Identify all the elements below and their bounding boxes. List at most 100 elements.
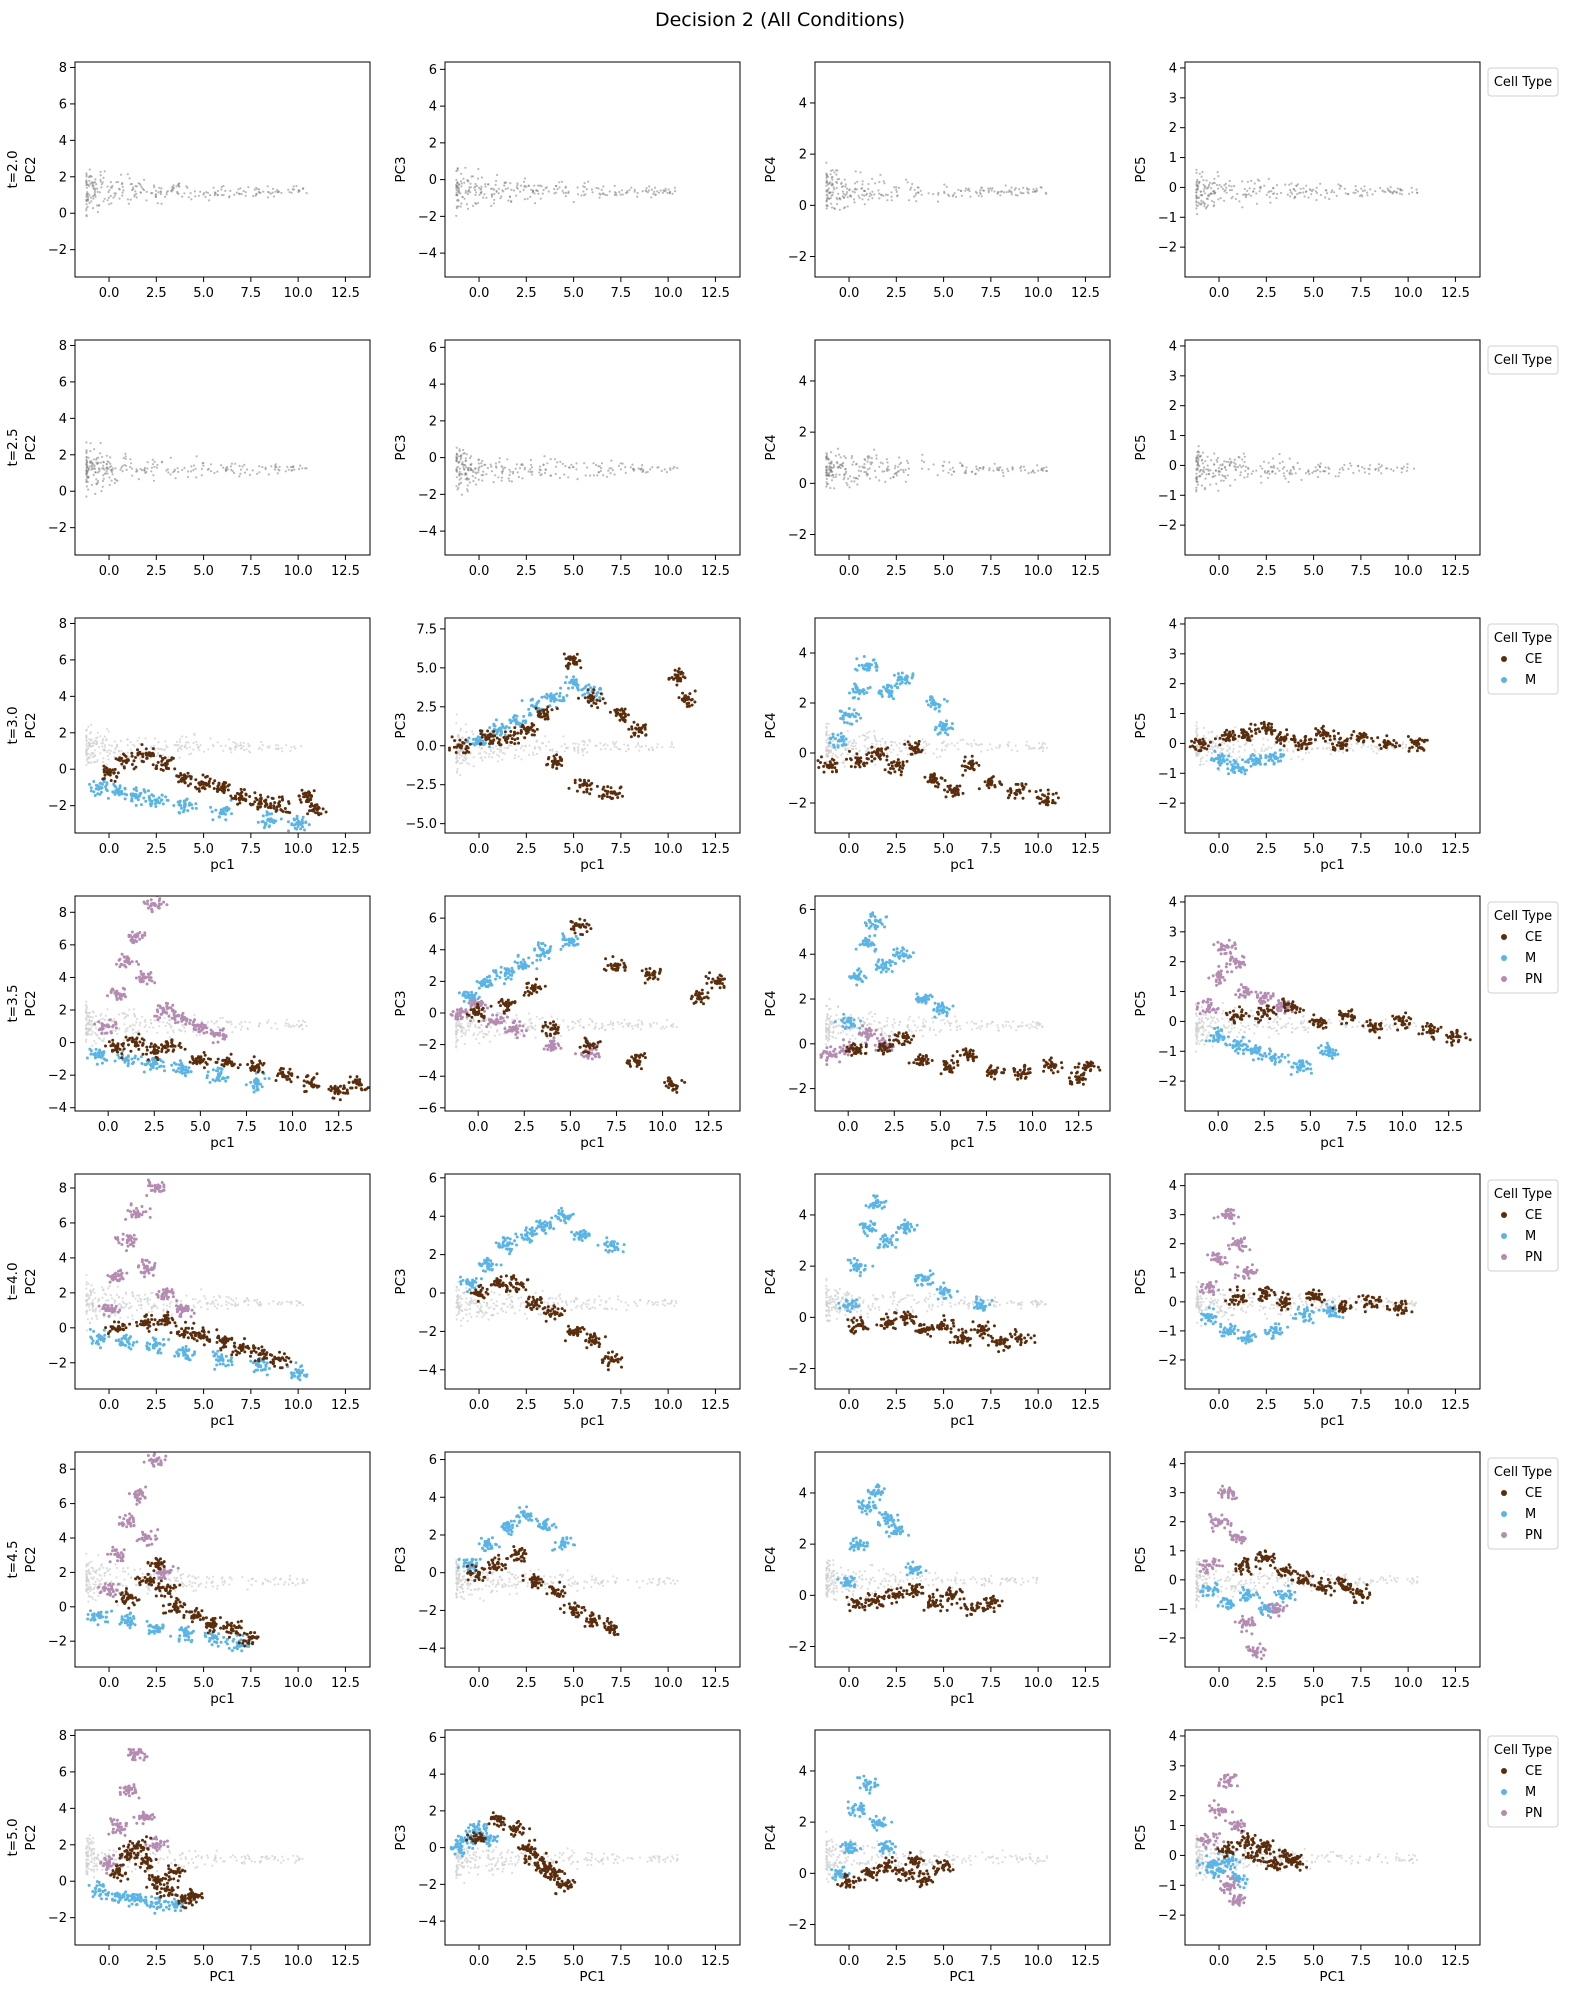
background-point [1305,190,1308,193]
background-point [287,468,290,471]
background-point [580,194,583,197]
background-point [510,200,513,204]
point-CE [685,697,689,700]
background-point [868,467,871,470]
background-point [1222,475,1225,478]
background-point [456,771,459,774]
point-CE [618,791,622,795]
x-tick-label: 12.5 [1071,842,1100,857]
background-point [613,473,616,476]
axes-frame [74,617,371,834]
background-point [826,190,829,193]
point-CE [498,743,502,747]
background-point [455,760,459,763]
background-point [130,467,134,470]
background-point [906,181,909,184]
background-point [139,758,142,761]
background-point [847,477,850,480]
background-point [563,750,566,753]
scatter-points [448,652,697,801]
point-CE [933,779,937,783]
point-CE [170,756,174,760]
background-point [240,192,243,196]
background-point [633,190,636,193]
point-M [854,683,858,687]
background-point [1211,475,1214,479]
background-point [825,179,828,182]
background-point [884,741,887,744]
background-point [85,215,88,218]
point-CE [488,742,492,746]
background-point [1225,460,1228,463]
background-point [102,474,105,477]
background-point [1224,182,1227,185]
point-CE [896,763,900,767]
background-point [455,205,458,208]
background-point [990,748,993,751]
background-point [998,746,1001,749]
background-point [920,193,923,196]
background-point [626,190,629,193]
point-CE [573,656,577,660]
background-point [652,192,655,196]
background-point [1195,201,1198,204]
background-point [180,748,183,751]
background-point [586,744,589,747]
background-point [1203,192,1206,195]
background-point [91,745,94,748]
background-point [1001,469,1004,472]
background-point [137,182,140,185]
point-CE [901,766,904,770]
point-CE [151,763,155,767]
background-point [199,190,202,193]
background-point [167,756,170,759]
point-M [841,715,845,719]
point-CE [643,727,647,731]
background-point [656,466,659,469]
background-point [526,197,529,200]
background-point [827,187,830,190]
background-point [93,755,96,758]
background-point [92,467,95,470]
background-point [895,471,898,475]
background-point [1202,466,1206,469]
background-point [1003,191,1006,194]
background-point [185,747,189,750]
background-point [466,467,469,470]
background-point [1307,196,1310,199]
point-CE [138,752,142,756]
background-point [85,480,88,483]
background-point [563,743,566,746]
y-tick-label: −4 [418,247,437,262]
point-CE [578,783,582,787]
background-point [165,469,168,472]
background-point [865,192,869,195]
background-point [827,182,830,185]
background-point [98,191,101,194]
background-point [494,183,497,186]
point-CE [537,714,541,718]
background-point [496,173,499,177]
x-tick-label: 5.0 [563,564,584,579]
background-point [173,744,176,747]
background-point [959,461,962,464]
background-point [915,192,918,195]
background-point [890,199,893,202]
background-point [592,462,595,465]
background-point [1259,187,1262,190]
background-point [280,191,283,194]
background-point [1267,177,1270,180]
point-CE [916,748,920,752]
background-point [1218,184,1221,187]
scatter-points [1195,445,1416,493]
point-CE [182,778,186,782]
background-point [1288,183,1291,186]
background-point [852,747,855,751]
background-point [529,458,533,462]
point-CE [257,801,261,805]
background-point [113,477,116,481]
point-CE [165,762,169,766]
background-point [1223,190,1226,193]
